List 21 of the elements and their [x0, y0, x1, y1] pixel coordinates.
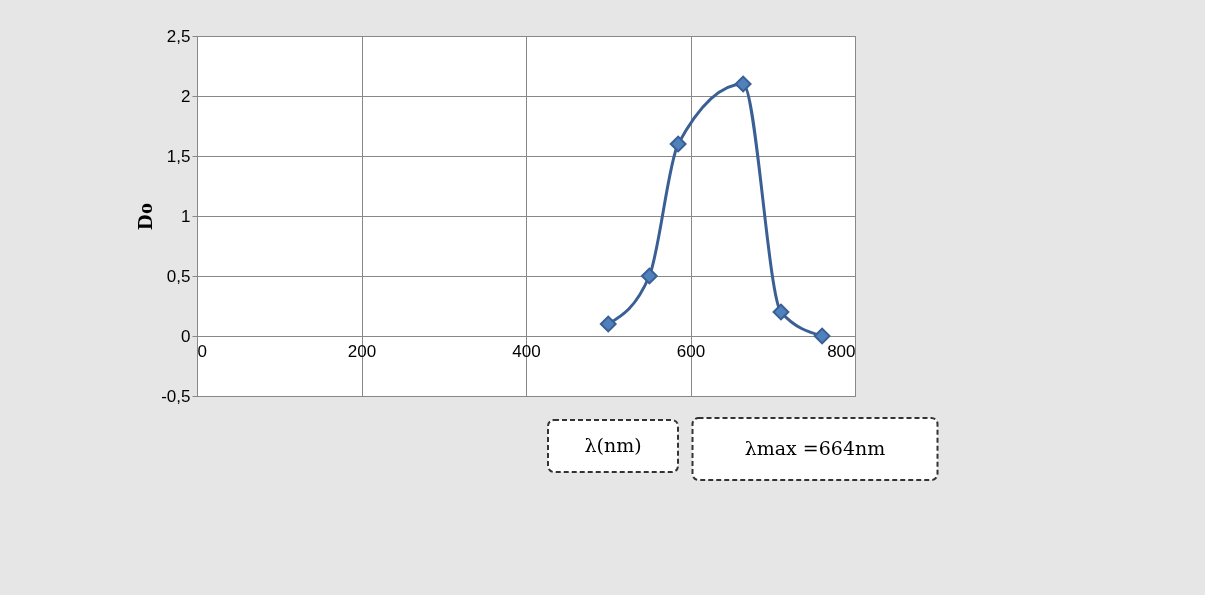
point — [669, 135, 687, 153]
text: λmax =664nm — [744, 437, 886, 459]
y-axis-title: Do — [132, 203, 158, 230]
x-tick-label: 0 — [197, 341, 207, 361]
point — [599, 315, 617, 333]
point — [772, 303, 790, 321]
point — [813, 327, 831, 345]
x-axis-title: λ(nm) — [584, 434, 642, 456]
y-tick-label: 0,5 — [166, 266, 191, 286]
x-tick-label: 400 — [512, 341, 541, 361]
point — [734, 75, 752, 93]
x-tick-label: 600 — [676, 341, 706, 361]
point — [640, 267, 658, 285]
x-tick-label: 200 — [347, 341, 377, 361]
y-tick-label: 1,5 — [166, 146, 191, 166]
y-tick-label: 0 — [181, 326, 191, 346]
y-tick-label: -0,5 — [161, 386, 191, 406]
x-tick-label: 800 — [827, 341, 856, 361]
y-tick-label: 1 — [181, 206, 191, 226]
y-tick-label: 2 — [181, 86, 191, 106]
y-tick-label: 2,5 — [166, 26, 191, 46]
